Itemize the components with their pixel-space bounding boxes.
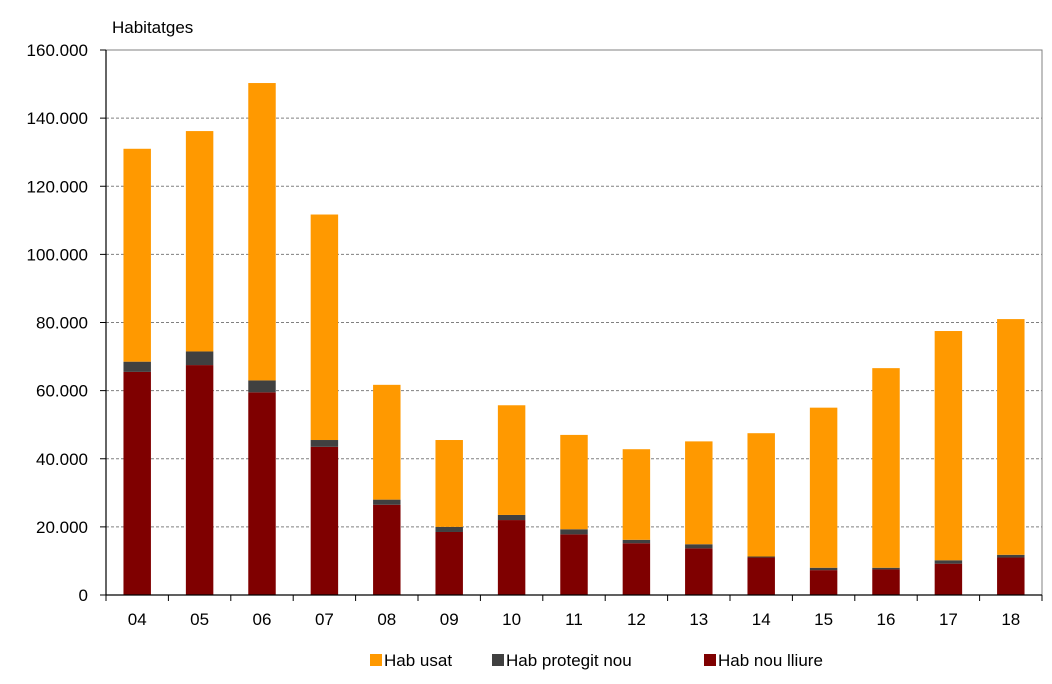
bar-segment-hab-protegit-nou-15: [809, 567, 838, 571]
bar-segment-hab-protegit-nou-17: [934, 560, 963, 564]
y-tick-label: 120.000: [27, 177, 88, 196]
legend-label-hab-protegit-nou: Hab protegit nou: [506, 651, 632, 670]
bar-segment-hab-protegit-nou-07: [310, 440, 339, 447]
legend-label-hab-nou-lliure: Hab nou lliure: [718, 651, 823, 670]
bar-segment-hab-protegit-nou-18: [997, 554, 1025, 558]
bar-segment-hab-usat-18: [997, 319, 1025, 555]
bar-segment-hab-protegit-nou-16: [872, 567, 900, 570]
bar-segment-hab-usat-12: [622, 449, 651, 540]
y-tick-label: 40.000: [36, 450, 88, 469]
bar-segment-hab-protegit-nou-12: [622, 539, 651, 544]
bar-segment-hab-usat-15: [809, 407, 838, 568]
x-tick-label: 04: [128, 610, 147, 629]
bar-segment-hab-nou-lliure-16: [872, 569, 900, 595]
bar-segment-hab-usat-13: [685, 441, 713, 545]
y-tick-label: 0: [79, 586, 88, 605]
bar-segment-hab-nou-lliure-17: [934, 563, 963, 595]
y-tick-label: 80.000: [36, 314, 88, 333]
bar-segment-hab-usat-08: [373, 384, 401, 500]
bar-segment-hab-protegit-nou-04: [123, 361, 151, 372]
bar-segment-hab-nou-lliure-04: [123, 371, 151, 595]
legend-swatch-hab-protegit-nou: [492, 654, 504, 666]
bar-segment-hab-nou-lliure-12: [622, 543, 651, 595]
bar-segment-hab-nou-lliure-08: [373, 504, 401, 595]
bar-segment-hab-nou-lliure-06: [248, 392, 276, 595]
x-tick-label: 05: [190, 610, 209, 629]
bar-segment-hab-nou-lliure-05: [185, 365, 214, 595]
bar-segment-hab-nou-lliure-18: [997, 557, 1025, 595]
bar-segment-hab-nou-lliure-09: [435, 531, 463, 595]
bar-segment-hab-nou-lliure-10: [497, 520, 526, 595]
x-tick-label: 12: [627, 610, 646, 629]
x-tick-label: 13: [689, 610, 708, 629]
x-tick-label: 10: [502, 610, 521, 629]
bar-segment-hab-nou-lliure-07: [310, 446, 339, 595]
y-tick-label: 100.000: [27, 245, 88, 264]
y-tick-label: 20.000: [36, 518, 88, 537]
y-tick-label: 160.000: [27, 41, 88, 60]
y-tick-label: 140.000: [27, 109, 88, 128]
bar-segment-hab-usat-11: [560, 434, 588, 530]
bar-segment-hab-nou-lliure-15: [809, 570, 838, 595]
x-tick-label: 15: [814, 610, 833, 629]
bar-segment-hab-usat-09: [435, 440, 463, 527]
legend-swatch-hab-nou-lliure: [704, 654, 716, 666]
x-tick-label: 09: [440, 610, 459, 629]
bar-segment-hab-usat-06: [248, 83, 276, 381]
bar-segment-hab-protegit-nou-05: [185, 351, 214, 366]
bars: [123, 83, 1025, 595]
bar-segment-hab-nou-lliure-14: [747, 557, 775, 595]
bar-segment-hab-nou-lliure-11: [560, 534, 588, 595]
legend-swatch-hab-usat: [370, 654, 382, 666]
y-axis-label: Habitatges: [112, 18, 193, 37]
bar-segment-hab-protegit-nou-09: [435, 526, 463, 532]
bar-segment-hab-protegit-nou-08: [373, 499, 401, 505]
y-tick-labels: 0 20.000 40.000 60.000 80.000 100.000 120.000 1…: [27, 41, 88, 605]
axes: [100, 49, 1043, 601]
bar-segment-hab-protegit-nou-06: [248, 380, 276, 393]
bar-segment-hab-usat-16: [872, 368, 900, 568]
x-tick-label: 14: [752, 610, 771, 629]
x-tick-label: 18: [1001, 610, 1020, 629]
bar-segment-hab-usat-04: [123, 148, 151, 362]
bar-segment-hab-usat-07: [310, 214, 339, 441]
bar-segment-hab-usat-05: [185, 131, 214, 352]
bar-segment-hab-protegit-nou-13: [685, 544, 713, 549]
bar-segment-hab-protegit-nou-11: [560, 529, 588, 535]
bar-segment-hab-protegit-nou-10: [497, 514, 526, 521]
x-tick-label: 11: [565, 610, 583, 629]
y-tick-label: 60.000: [36, 382, 88, 401]
bar-segment-hab-usat-10: [497, 405, 526, 515]
bar-segment-hab-nou-lliure-13: [685, 548, 713, 595]
x-tick-label: 06: [253, 610, 272, 629]
x-tick-label: 17: [939, 610, 958, 629]
x-tick-labels: 04 05 06 07 08 09 10 11 12 13 14 15 16 17 18: [128, 610, 1021, 629]
legend: Hab usat Hab protegit nou Hab nou lliure: [370, 651, 823, 670]
x-tick-label: 08: [377, 610, 396, 629]
bar-segment-hab-usat-14: [747, 433, 775, 557]
bar-segment-hab-usat-17: [934, 331, 963, 561]
legend-label-hab-usat: Hab usat: [384, 651, 452, 670]
bar-segment-hab-protegit-nou-14: [747, 556, 775, 558]
x-tick-label: 07: [315, 610, 334, 629]
x-tick-label: 16: [877, 610, 896, 629]
